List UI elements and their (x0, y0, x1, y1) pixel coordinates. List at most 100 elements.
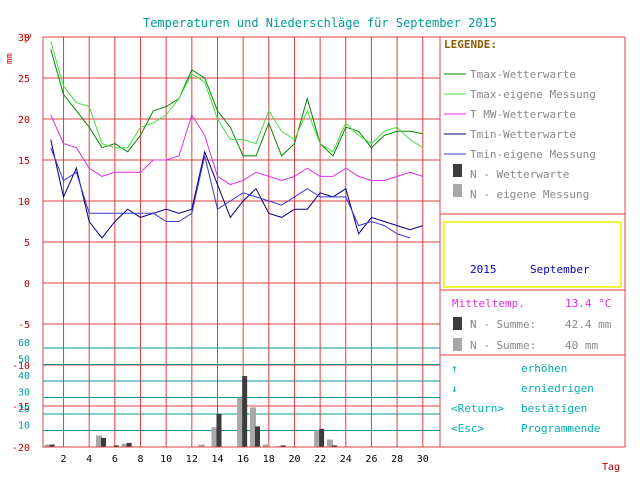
help-key-esc: <Esc> (451, 422, 484, 435)
help-text-exit: Programmende (521, 422, 600, 435)
legend-swatch (453, 184, 462, 197)
precip-bar-own (198, 444, 205, 447)
series-line-tmax-eigene-messung (50, 40, 424, 153)
help-confirm[interactable]: <Return> bestätigen (451, 402, 587, 415)
precip-bar-ww (101, 437, 107, 447)
precip-bar-ww (49, 444, 55, 447)
precip-bar-own (96, 435, 103, 447)
period-year: 2015 (470, 263, 497, 276)
day-grid-lines (63, 37, 424, 447)
legend-label: N - eigene Messung (470, 188, 589, 201)
key-help-panel: ↑ erhöhen ↓ erniedrigen <Return> bestäti… (451, 362, 600, 435)
series-line-t-mw-wetterwarte (50, 113, 423, 186)
legend-panel: LEGENDE: Tmax-Wetterwarte Tmax-eigene Mes… (440, 36, 626, 448)
help-text-confirm: bestätigen (521, 402, 587, 415)
temp-tick-label: -5 (18, 320, 30, 331)
sum-ww-swatch (453, 317, 462, 330)
temp-tick-label: 5 (24, 238, 30, 249)
day-tick-label: 28 (391, 454, 403, 465)
precip-bar-ww (126, 442, 132, 447)
precip-unit-label: mm (5, 53, 15, 64)
help-key-down: ↓ (451, 382, 458, 395)
day-tick-label: 10 (160, 454, 172, 465)
legend-label: Tmin-eigene Messung (470, 148, 596, 161)
precip-bar-ww (242, 376, 248, 447)
precip-bar-ww (280, 445, 286, 447)
precip-bar-ww (113, 445, 119, 447)
help-decrease[interactable]: ↓ erniedrigen (451, 382, 594, 395)
precip-tick-labels: 60 50 40 30 20 10 (18, 338, 30, 432)
temp-tick-label: 0 (24, 279, 30, 290)
mean-temp-value: 13.4 °C (565, 297, 611, 310)
day-tick-label: 24 (340, 454, 352, 465)
precip-bar-own (249, 407, 256, 447)
chart-title: Temperaturen und Niederschläge für Septe… (143, 16, 497, 30)
temp-lines (50, 40, 424, 239)
help-text-decrease: erniedrigen (521, 382, 594, 395)
day-tick-label: 14 (211, 454, 223, 465)
day-tick-label: 18 (263, 454, 275, 465)
precip-bar-own (314, 430, 321, 447)
temp-tick-label: -20 (12, 443, 30, 454)
precip-bar-ww (319, 428, 325, 447)
precip-bars (44, 376, 337, 447)
precip-bar-own (326, 439, 333, 447)
precip-bar-own (44, 444, 51, 447)
legend-items: Tmax-Wetterwarte Tmax-eigene Messung T MW-… (444, 68, 596, 201)
help-key-return: <Return> (451, 402, 504, 415)
day-tick-label: 12 (186, 454, 198, 465)
sum-own-swatch (453, 338, 462, 351)
temp-tick-label: 30 (18, 33, 30, 44)
legend-label: T MW-Wetterwarte (470, 108, 576, 121)
sum-own-label: N - Summe: (470, 339, 536, 352)
day-tick-label: 20 (288, 454, 300, 465)
legend-label: Tmax-Wetterwarte (470, 68, 576, 81)
temp-grid-lines (43, 36, 440, 448)
help-key-up: ↑ (451, 362, 458, 375)
plot-frame (42, 36, 441, 448)
legend-heading: LEGENDE: (444, 38, 497, 51)
legend-label: Tmin-Wetterwarte (470, 128, 576, 141)
help-text-increase: erhöhen (521, 362, 567, 375)
temp-unit-label: °C (24, 33, 34, 44)
precip-tick-label: 20 (18, 404, 30, 415)
precip-bar-own (237, 397, 244, 447)
sum-ww-value: 42.4 mm (565, 318, 612, 331)
precip-bar-ww (216, 414, 222, 447)
precip-bar-own (121, 443, 128, 447)
help-exit[interactable]: <Esc> Programmende (451, 422, 600, 435)
temp-tick-label: 25 (18, 74, 30, 85)
day-tick-label: 16 (237, 454, 249, 465)
day-tick-label: 6 (112, 454, 118, 465)
series-line-tmin-wetterwarte (50, 139, 423, 239)
period-month: September (530, 263, 590, 276)
precip-bar-ww (331, 445, 337, 447)
precip-tick-label: 50 (18, 355, 30, 366)
temp-tick-label: 15 (18, 156, 30, 167)
sum-own-value: 40 mm (565, 339, 598, 352)
mean-temp-label: Mitteltemp. (452, 297, 525, 310)
precip-tick-label: 60 (18, 338, 30, 349)
help-increase[interactable]: ↑ erhöhen (451, 362, 567, 375)
day-tick-label: 4 (86, 454, 92, 465)
sum-ww-label: N - Summe: (470, 318, 536, 331)
temp-tick-label: -10 (12, 361, 30, 372)
series-line-tmax-wetterwarte (50, 49, 423, 157)
temp-tick-label: 10 (18, 197, 30, 208)
summary-panel: Mitteltemp. 13.4 °C N - Summe: 42.4 mm N… (452, 297, 612, 352)
temp-tick-label: -15 (12, 402, 30, 413)
day-tick-label: 2 (61, 454, 67, 465)
precip-bar-ww (254, 426, 260, 447)
series-line-tmin-eigene-messung (50, 147, 411, 239)
day-tick-label: 8 (137, 454, 143, 465)
precip-tick-label: 30 (18, 388, 30, 399)
day-tick-label: 22 (314, 454, 326, 465)
precip-bar-own (211, 427, 218, 447)
legend-swatch (453, 164, 462, 177)
day-tick-label: 30 (417, 454, 429, 465)
temp-tick-label: 20 (18, 115, 30, 126)
day-tick-labels: 2 4 6 8 10 12 14 16 18 20 22 24 26 28 30 (61, 454, 429, 465)
precip-bar-own (262, 444, 269, 447)
